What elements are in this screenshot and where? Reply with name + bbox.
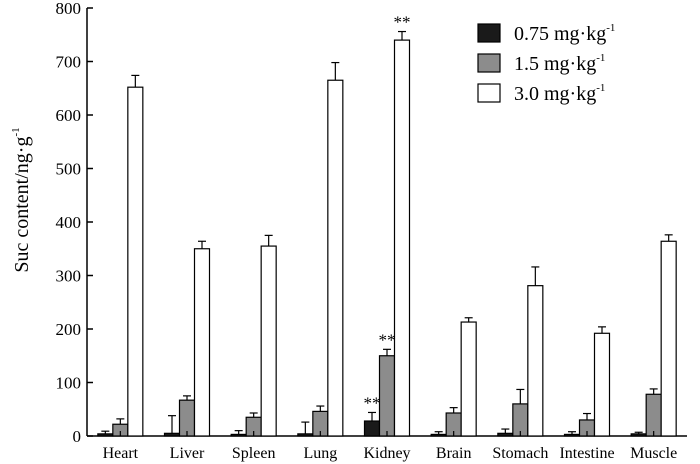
y-tick-label: 0 (73, 427, 82, 446)
x-tick-label: Intestine (559, 445, 614, 462)
x-tick-label: Muscle (630, 445, 677, 462)
legend-label-text: 3.0 mg·kg (514, 83, 596, 105)
legend-label-superscript: -1 (596, 82, 605, 94)
y-tick-label: 300 (56, 267, 82, 286)
bar (645, 393, 662, 437)
bar (630, 433, 647, 437)
x-tick-label: Spleen (232, 445, 276, 462)
significance-marker: ** (379, 330, 396, 349)
bar (163, 432, 181, 437)
bar (297, 433, 314, 437)
bar (393, 39, 411, 437)
bar (563, 433, 581, 437)
y-axis-label-text: Suc content/ng·g (11, 137, 33, 273)
significance-marker: ** (394, 13, 411, 32)
y-axis-label: Suc content/ng·g-1 (10, 127, 33, 272)
bar (660, 240, 677, 437)
significance-annotations: ** ** ** (364, 13, 411, 413)
x-tick-label: Heart (103, 445, 139, 462)
legend-swatch (477, 53, 501, 73)
legend-swatch (477, 23, 501, 43)
bar-series (97, 30, 677, 437)
y-tick-label: 800 (56, 0, 82, 18)
bar (97, 433, 114, 437)
legend-label: 3.0 mg·kg-1 (514, 82, 605, 105)
y-tick-label: 500 (56, 160, 82, 179)
bar (363, 420, 381, 437)
legend-label-superscript: -1 (596, 52, 605, 64)
bar (460, 321, 477, 437)
bar (430, 433, 447, 437)
x-tick-label: Liver (170, 445, 205, 462)
bar (527, 285, 544, 437)
bar (593, 332, 611, 437)
y-tick-label: 200 (56, 320, 82, 339)
x-tick-label: Lung (303, 445, 337, 462)
bar (327, 79, 344, 437)
legend-label-superscript: -1 (606, 22, 615, 34)
legend-label: 0.75 mg·kg-1 (514, 22, 615, 45)
bar (260, 245, 277, 437)
significance-marker: ** (364, 393, 381, 412)
bar (230, 433, 247, 437)
legend-swatch (477, 83, 501, 103)
bar (378, 355, 396, 437)
y-tick-label: 400 (56, 213, 82, 232)
legend: 0.75 mg·kg-11.5 mg·kg-13.0 mg·kg-1 (477, 22, 615, 105)
x-tick-label: Stomach (492, 445, 548, 462)
bar (178, 399, 196, 437)
x-tick-label: Kidney (363, 445, 410, 462)
legend-label-text: 0.75 mg·kg (514, 23, 606, 45)
y-tick-label: 100 (56, 374, 82, 393)
x-tick-label: Brain (436, 445, 472, 462)
y-tick-label: 600 (56, 106, 82, 125)
legend-label: 1.5 mg·kg-1 (514, 52, 605, 75)
legend-label-text: 1.5 mg·kg (514, 53, 596, 75)
x-tick-labels: Heart Liver Spleen Lung Kidney Brain Stomach In… (103, 431, 677, 462)
bar (127, 86, 144, 437)
bar (193, 248, 211, 437)
y-axis-label-superscript: -1 (10, 127, 22, 136)
y-tick-label: 700 (56, 53, 82, 72)
y-ticks: 0 100 200 300 400 500 600 700 800 (56, 0, 93, 446)
bar (497, 432, 514, 437)
